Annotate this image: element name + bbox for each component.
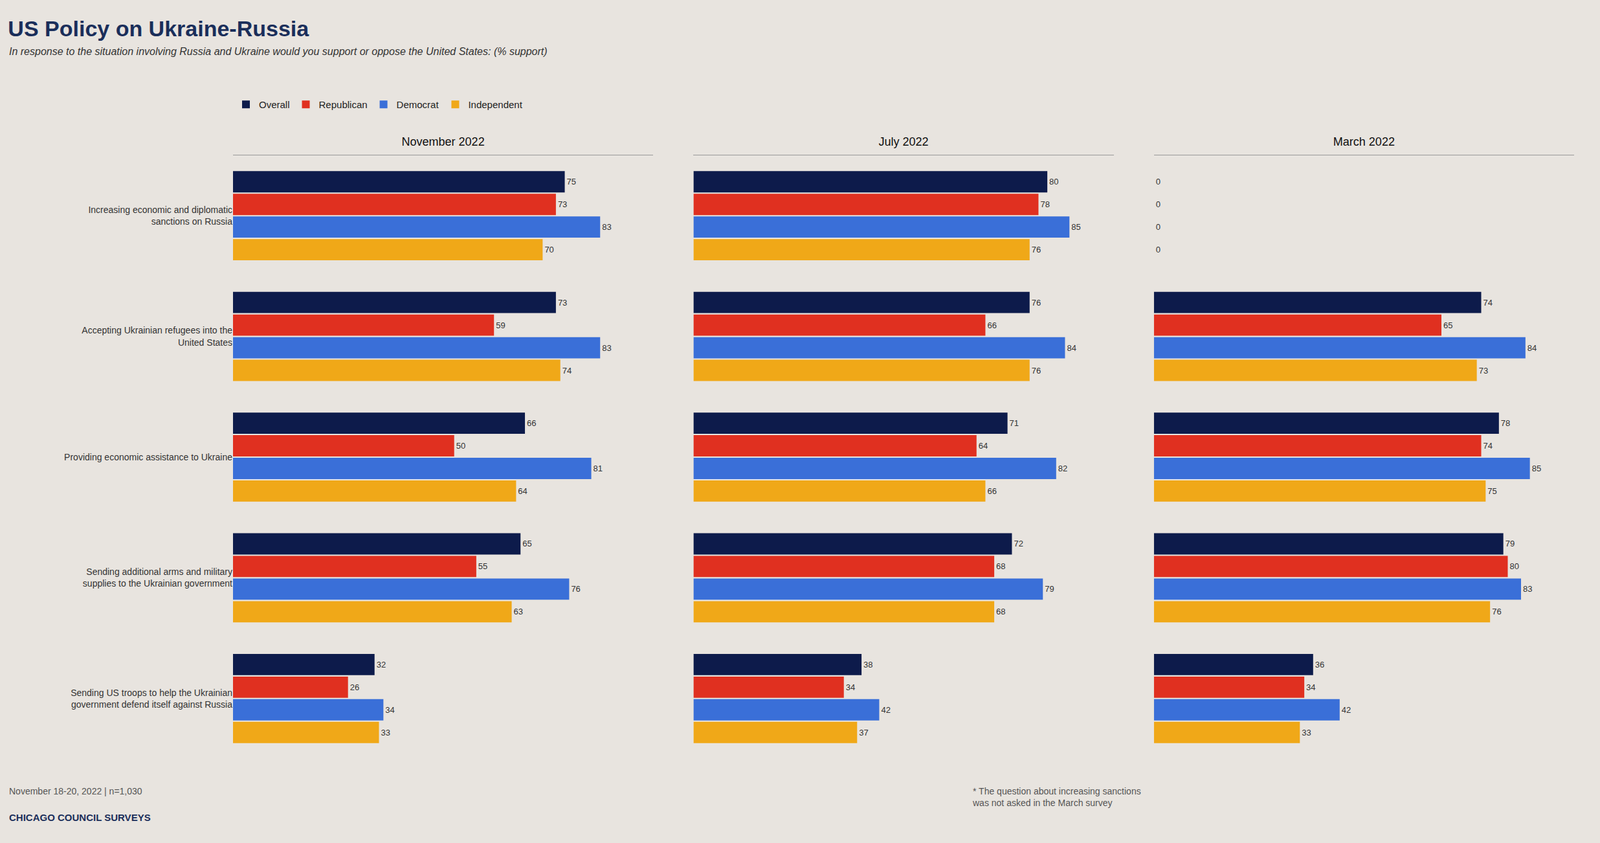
svg-text:Accepting Ukrainian refugees i: Accepting Ukrainian refugees into theUni…: [81, 324, 233, 347]
svg-text:34: 34: [385, 704, 395, 715]
svg-text:73: 73: [557, 199, 567, 210]
svg-text:36: 36: [1315, 659, 1325, 670]
svg-text:78: 78: [1500, 418, 1511, 428]
svg-text:November 18-20, 2022 | n=1,030: November 18-20, 2022 | n=1,030: [9, 785, 143, 797]
svg-text:83: 83: [601, 222, 612, 232]
svg-text:66: 66: [526, 418, 536, 428]
svg-text:64: 64: [978, 440, 988, 451]
svg-text:33: 33: [1301, 727, 1311, 738]
svg-text:68: 68: [996, 561, 1006, 571]
svg-text:85: 85: [1071, 222, 1081, 232]
svg-text:65: 65: [1443, 320, 1453, 331]
svg-text:37: 37: [858, 727, 868, 738]
svg-text:70: 70: [544, 244, 554, 255]
svg-text:68: 68: [996, 606, 1006, 617]
svg-text:50: 50: [456, 440, 466, 451]
svg-text:76: 76: [570, 583, 580, 594]
svg-text:July 2022: July 2022: [878, 135, 929, 149]
svg-text:73: 73: [1478, 365, 1489, 376]
svg-text:78: 78: [1040, 199, 1050, 210]
svg-text:72: 72: [1013, 538, 1023, 549]
svg-text:83: 83: [1522, 583, 1533, 594]
svg-text:Increasing economic and diplom: Increasing economic and diplomaticsancti…: [88, 204, 233, 227]
svg-text:34: 34: [845, 682, 856, 692]
svg-text:Democrat: Democrat: [396, 99, 440, 111]
svg-text:42: 42: [1341, 704, 1351, 715]
svg-text:* The question about increasin: * The question about increasing sanction…: [972, 785, 1142, 808]
svg-text:75: 75: [566, 176, 577, 187]
svg-text:Independent: Independent: [467, 99, 523, 111]
svg-text:55: 55: [478, 561, 488, 571]
svg-text:66: 66: [987, 486, 997, 496]
svg-text:81: 81: [593, 463, 603, 474]
svg-text:26: 26: [350, 682, 360, 692]
svg-text:84: 84: [1527, 343, 1537, 353]
svg-text:US Policy on Ukraine-Russia: US Policy on Ukraine-Russia: [7, 16, 310, 41]
svg-text:80: 80: [1509, 561, 1519, 571]
svg-text:76: 76: [1031, 297, 1041, 308]
svg-text:75: 75: [1487, 486, 1497, 496]
svg-text:76: 76: [1491, 606, 1501, 617]
svg-text:73: 73: [557, 297, 567, 308]
svg-text:79: 79: [1505, 538, 1515, 549]
svg-text:66: 66: [987, 320, 997, 331]
svg-text:Sending additional arms and mi: Sending additional arms and militarysupp…: [82, 566, 233, 589]
svg-text:76: 76: [1031, 244, 1041, 255]
svg-text:82: 82: [1058, 463, 1068, 474]
svg-text:74: 74: [1482, 440, 1492, 451]
svg-text:33: 33: [381, 727, 391, 738]
svg-text:In response to the situation i: In response to the situation involving R…: [9, 45, 548, 57]
svg-text:Republican: Republican: [319, 99, 368, 111]
svg-text:November 2022: November 2022: [401, 135, 485, 149]
svg-text:59: 59: [495, 320, 505, 331]
svg-text:76: 76: [1031, 365, 1041, 376]
svg-text:Sending US troops to help the: Sending US troops to help the Ukrainiang…: [70, 687, 233, 710]
svg-text:83: 83: [601, 343, 612, 353]
svg-text:71: 71: [1009, 418, 1019, 428]
svg-text:84: 84: [1066, 343, 1076, 353]
svg-text:42: 42: [880, 704, 890, 715]
svg-text:0: 0: [1155, 176, 1161, 187]
svg-text:0: 0: [1155, 244, 1161, 255]
svg-text:34: 34: [1306, 682, 1316, 692]
svg-text:63: 63: [513, 606, 523, 617]
svg-text:32: 32: [376, 659, 386, 670]
svg-text:March 2022: March 2022: [1333, 135, 1395, 149]
svg-text:Providing economic assistance: Providing economic assistance to Ukraine: [64, 451, 233, 463]
svg-text:Overall: Overall: [258, 99, 290, 111]
svg-text:80: 80: [1049, 176, 1059, 187]
svg-text:64: 64: [517, 486, 527, 496]
svg-text:CHICAGO COUNCIL SURVEYS: CHICAGO COUNCIL SURVEYS: [9, 811, 151, 823]
svg-text:74: 74: [1482, 297, 1492, 308]
svg-text:65: 65: [522, 538, 532, 549]
svg-text:79: 79: [1044, 583, 1054, 594]
svg-text:0: 0: [1155, 222, 1161, 232]
svg-text:0: 0: [1155, 199, 1161, 210]
svg-text:74: 74: [562, 365, 572, 376]
svg-text:38: 38: [863, 659, 873, 670]
svg-text:85: 85: [1532, 463, 1542, 474]
